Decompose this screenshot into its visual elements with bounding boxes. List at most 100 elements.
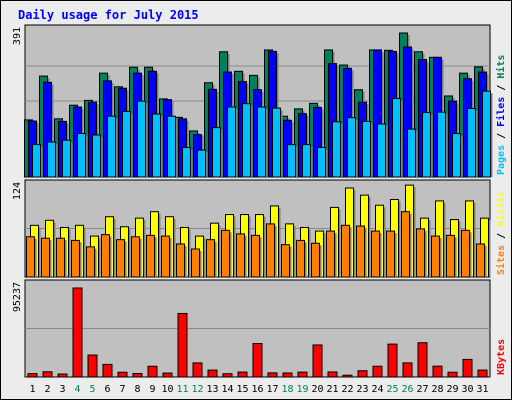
- x-label-day-9: 9: [149, 384, 155, 395]
- x-label-day-3: 3: [59, 384, 65, 395]
- bar-pages-day-7: [122, 110, 131, 178]
- bar-pages-day-26: [407, 128, 416, 178]
- y-max-label: 391: [12, 27, 23, 45]
- bar-pages-day-14: [227, 106, 236, 178]
- x-label-day-5: 5: [89, 384, 95, 395]
- x-label-day-13: 13: [206, 384, 218, 395]
- bar-pages-day-31: [482, 90, 491, 178]
- bar-kbytes-day-5: [87, 354, 98, 378]
- bar-sites-day-12: [191, 248, 200, 278]
- bar-sites-day-20: [311, 242, 320, 278]
- bar-kbytes-day-3: [57, 373, 68, 378]
- bar-pages-day-15: [242, 103, 251, 178]
- bar-kbytes-day-7: [117, 371, 128, 378]
- legend-visits: Visits: [495, 191, 507, 227]
- bar-kbytes-day-30: [462, 358, 473, 378]
- bar-kbytes-day-10: [162, 372, 173, 378]
- bar-pages-day-19: [302, 144, 311, 178]
- bar-sites-day-14: [221, 229, 230, 278]
- x-label-day-10: 10: [161, 384, 173, 395]
- y-max-label: 95237: [12, 282, 23, 312]
- bar-sites-day-22: [341, 224, 350, 278]
- x-label-day-18: 18: [281, 384, 293, 395]
- x-label-day-27: 27: [416, 384, 428, 395]
- legend-hits: Hits: [495, 55, 507, 79]
- bar-pages-day-25: [392, 98, 401, 178]
- bar-sites-day-5: [86, 246, 95, 278]
- x-label-day-30: 30: [461, 384, 473, 395]
- x-label-day-26: 26: [401, 384, 413, 395]
- bar-sites-day-13: [206, 239, 215, 278]
- bar-pages-day-29: [452, 133, 461, 178]
- bar-pages-day-13: [212, 127, 221, 178]
- bar-sites-day-17: [266, 223, 275, 278]
- bar-pages-day-10: [167, 115, 176, 178]
- bar-pages-day-11: [182, 147, 191, 178]
- bar-sites-day-24: [371, 230, 380, 278]
- bar-sites-day-10: [161, 235, 170, 278]
- legend-sites: Sites: [495, 245, 507, 275]
- bar-kbytes-day-14: [222, 373, 233, 378]
- x-label-day-6: 6: [104, 384, 110, 395]
- bar-pages-day-2: [47, 141, 56, 178]
- bar-pages-day-8: [137, 100, 146, 178]
- bar-kbytes-day-20: [312, 344, 323, 378]
- bar-sites-day-16: [251, 234, 260, 278]
- x-label-day-19: 19: [296, 384, 308, 395]
- bar-kbytes-day-29: [447, 371, 458, 378]
- bar-sites-day-31: [476, 243, 485, 278]
- bar-kbytes-day-19: [297, 371, 308, 378]
- bar-pages-day-18: [287, 144, 296, 178]
- bar-sites-day-2: [41, 237, 50, 278]
- bar-pages-day-4: [77, 133, 86, 178]
- bar-kbytes-day-16: [252, 343, 263, 378]
- bar-kbytes-day-1: [27, 373, 38, 378]
- legend-separator: /: [496, 127, 507, 145]
- bar-pages-day-6: [107, 115, 116, 178]
- bar-kbytes-day-4: [72, 287, 83, 378]
- bar-sites-day-27: [416, 228, 425, 278]
- bar-pages-day-9: [152, 113, 161, 178]
- x-label-day-21: 21: [326, 384, 338, 395]
- bar-sites-day-26: [401, 211, 410, 278]
- bar-kbytes-day-17: [267, 372, 278, 378]
- bar-pages-day-24: [377, 123, 386, 178]
- bar-kbytes-day-9: [147, 365, 158, 378]
- bar-sites-day-11: [176, 243, 185, 278]
- bar-kbytes-day-12: [192, 362, 203, 378]
- bar-pages-day-30: [467, 107, 476, 178]
- panel-kbytes: 95237 KBytes: [12, 279, 507, 378]
- x-label-day-28: 28: [431, 384, 443, 395]
- legend-files: Files: [495, 97, 507, 127]
- bar-pages-day-16: [257, 106, 266, 178]
- x-label-day-29: 29: [446, 384, 458, 395]
- side-legend: Sites / Visits: [495, 191, 507, 275]
- y-max-label: 124: [12, 182, 23, 200]
- bar-pages-day-21: [332, 121, 341, 178]
- x-label-day-20: 20: [311, 384, 323, 395]
- bar-kbytes-day-6: [102, 363, 113, 378]
- bar-kbytes-day-21: [327, 371, 338, 378]
- bar-sites-day-6: [101, 234, 110, 278]
- bar-kbytes-day-15: [237, 371, 248, 378]
- bar-sites-day-4: [71, 239, 80, 278]
- chart-panels: 391 Pages / Files / Hits 124 Sites / Visits…: [12, 24, 507, 378]
- series-sites: [26, 211, 487, 278]
- x-label-day-23: 23: [356, 384, 368, 395]
- bar-kbytes-day-2: [42, 371, 53, 378]
- bar-sites-day-30: [461, 229, 470, 278]
- bar-sites-day-3: [56, 237, 65, 278]
- bar-kbytes-day-11: [177, 312, 188, 378]
- x-label-day-2: 2: [44, 384, 50, 395]
- x-label-day-24: 24: [371, 384, 383, 395]
- x-label-day-11: 11: [176, 384, 188, 395]
- bar-sites-day-23: [356, 225, 365, 278]
- x-label-day-14: 14: [221, 384, 233, 395]
- bar-kbytes-day-27: [417, 342, 428, 378]
- bar-sites-day-29: [446, 234, 455, 278]
- bar-pages-day-28: [437, 111, 446, 178]
- x-label-day-7: 7: [119, 384, 125, 395]
- bar-pages-day-22: [347, 117, 356, 178]
- bar-kbytes-day-31: [477, 369, 488, 378]
- legend-kbytes: KBytes: [496, 339, 507, 375]
